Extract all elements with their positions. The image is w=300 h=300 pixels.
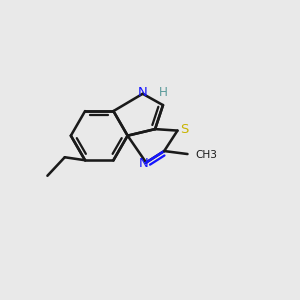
- Text: N: N: [138, 157, 148, 169]
- Text: H: H: [159, 86, 167, 99]
- Text: N: N: [138, 86, 148, 99]
- Text: CH3: CH3: [196, 150, 218, 160]
- Text: S: S: [180, 124, 188, 136]
